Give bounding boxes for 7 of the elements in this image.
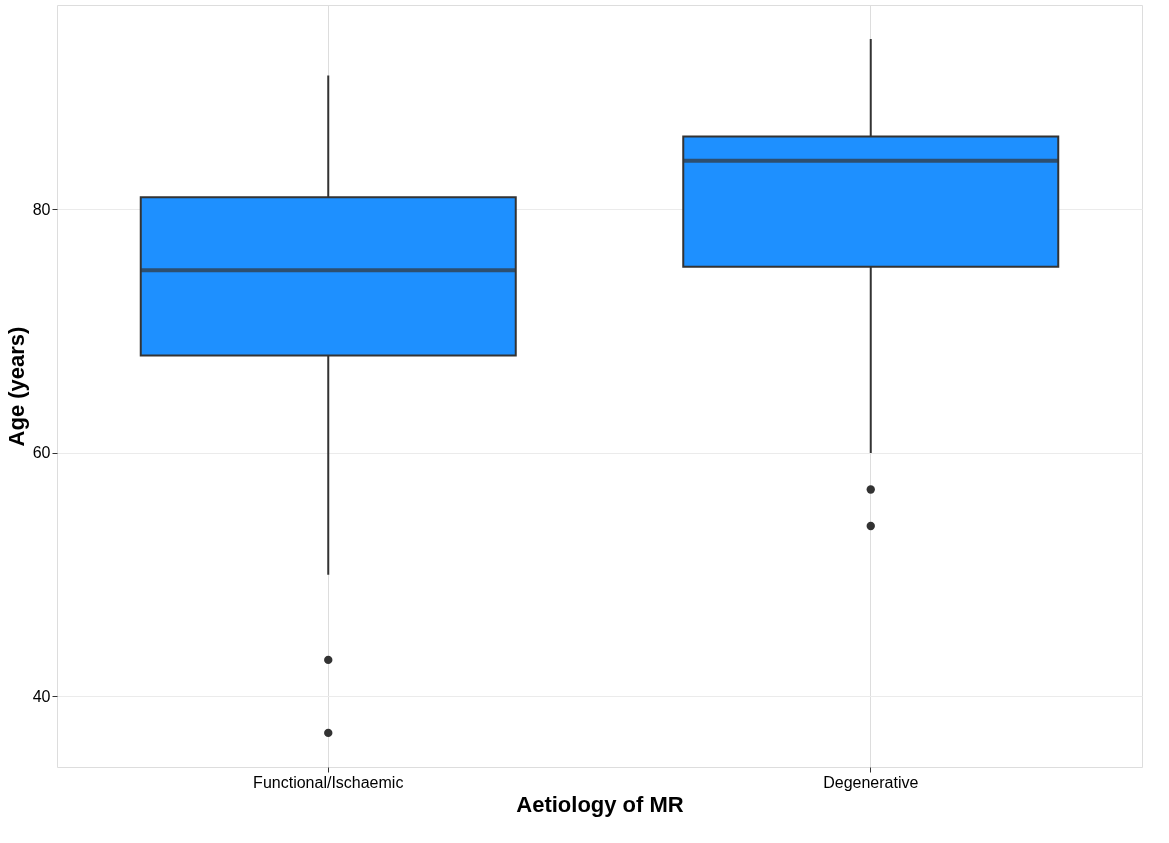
y-tick-label: 60 xyxy=(32,444,51,462)
y-axis-title: Age (years) xyxy=(3,326,29,447)
y-tick-label: 80 xyxy=(32,201,51,218)
y-tick-label: 40 xyxy=(32,687,51,705)
x-tick-label: Functional/Ischaemic xyxy=(253,773,404,791)
x-axis-title: Aetiology of MR xyxy=(516,791,684,817)
x-tick-label: Degenerative xyxy=(823,773,919,791)
